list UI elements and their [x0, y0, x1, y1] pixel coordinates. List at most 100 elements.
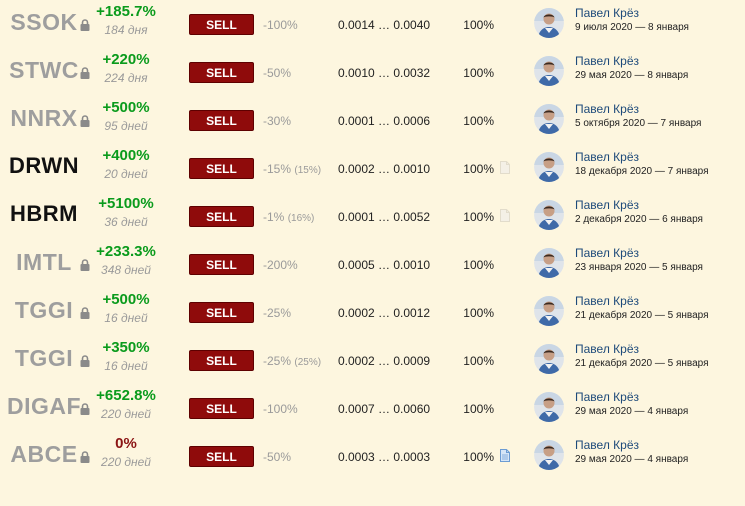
sell-button[interactable]: SELL: [189, 206, 254, 227]
document-icon[interactable]: [500, 161, 510, 174]
document-icon[interactable]: [500, 209, 510, 222]
sell-button[interactable]: SELL: [189, 14, 254, 35]
stop-loss: -1% (16%): [263, 209, 314, 227]
stop-loss: -100%: [263, 401, 298, 417]
stop-loss-value: -100%: [263, 402, 298, 416]
stop-loss-value: -15%: [263, 162, 292, 176]
lock-icon: [80, 402, 90, 415]
ticker-link[interactable]: STWC: [9, 57, 79, 83]
probability: 100%: [463, 114, 494, 128]
avatar[interactable]: [534, 392, 564, 422]
avatar[interactable]: [534, 152, 564, 182]
ticker-link[interactable]: IMTL: [16, 249, 72, 275]
ticker-link[interactable]: SSOK: [10, 9, 78, 35]
stop-loss-note: (25%): [294, 357, 322, 368]
avatar[interactable]: [534, 440, 564, 470]
probability: 100%: [463, 402, 494, 416]
avatar[interactable]: [534, 200, 564, 230]
avatar[interactable]: [534, 8, 564, 38]
author-link[interactable]: Павел Крёз: [575, 294, 639, 308]
duration-days: 224 дня: [104, 71, 148, 85]
lock-icon: [80, 114, 90, 127]
duration-days: 16 дней: [104, 311, 148, 325]
lock-icon: [80, 18, 90, 31]
ticker-link[interactable]: TGGI: [14, 297, 74, 323]
ticker-link[interactable]: DIGAF: [6, 393, 82, 419]
ticker-link[interactable]: ABCE: [10, 441, 78, 467]
stop-loss: -25% (25%): [263, 353, 321, 371]
stop-loss: -25%: [263, 305, 291, 321]
stop-loss-value: -1%: [263, 210, 285, 224]
avatar[interactable]: [534, 344, 564, 374]
probability: 100%: [463, 354, 494, 368]
price-range: 0.0007 … 0.0060: [338, 402, 431, 416]
price-range: 0.0002 … 0.0010: [338, 162, 431, 176]
change-percent: +500%: [102, 291, 150, 308]
sell-button[interactable]: SELL: [189, 158, 254, 179]
stop-loss-value: -25%: [263, 354, 292, 368]
sell-button[interactable]: SELL: [189, 350, 254, 371]
sell-button[interactable]: SELL: [189, 110, 254, 131]
avatar[interactable]: [534, 56, 564, 86]
avatar[interactable]: [534, 296, 564, 326]
author-link[interactable]: Павел Крёз: [575, 246, 639, 260]
ticker-link[interactable]: NNRX: [10, 105, 78, 131]
avatar[interactable]: [534, 104, 564, 134]
stop-loss-value: -200%: [263, 258, 298, 272]
author-link[interactable]: Павел Крёз: [575, 6, 639, 20]
author-link[interactable]: Павел Крёз: [575, 390, 639, 404]
change-percent: +400%: [102, 147, 150, 164]
date-range: 9 июля 2020 — 8 января: [575, 22, 689, 33]
ticker-link[interactable]: TGGI: [14, 345, 74, 371]
duration-days: 20 дней: [104, 167, 148, 181]
probability: 100%: [463, 162, 494, 176]
signal-row: DIGAF +652.8% 220 дней SELL -100% 0.0007 … 0.…: [0, 384, 745, 432]
price-range: 0.0010 … 0.0032: [338, 66, 431, 80]
change-percent: +233.3%: [96, 243, 156, 260]
lock-icon: [80, 354, 90, 367]
price-range: 0.0014 … 0.0040: [338, 18, 431, 32]
author-link[interactable]: Павел Крёз: [575, 54, 639, 68]
stop-loss: -50%: [263, 65, 291, 81]
author-link[interactable]: Павел Крёз: [575, 150, 639, 164]
stop-loss: -50%: [263, 449, 291, 465]
duration-days: 16 дней: [104, 359, 148, 373]
price-range: 0.0003 … 0.0003: [338, 450, 431, 464]
change-percent: +652.8%: [96, 387, 156, 404]
document-icon[interactable]: [500, 449, 510, 462]
change-percent: +350%: [102, 339, 150, 356]
change-percent: +500%: [102, 99, 150, 116]
signal-row: ABCE 0% 220 дней SELL -50% 0.0003 … 0.0003 100…: [0, 432, 745, 480]
ticker-link[interactable]: DRWN: [8, 153, 80, 178]
sell-button[interactable]: SELL: [189, 62, 254, 83]
stop-loss-value: -30%: [263, 114, 292, 128]
probability: 100%: [463, 306, 494, 320]
avatar[interactable]: [534, 248, 564, 278]
signal-row: SSOK +185.7% 184 дня SELL -100% 0.0014 … 0.00…: [0, 0, 745, 48]
sell-button[interactable]: SELL: [189, 302, 254, 323]
sell-button[interactable]: SELL: [189, 446, 254, 467]
date-range: 2 декабря 2020 — 6 января: [575, 214, 703, 225]
author-link[interactable]: Павел Крёз: [575, 438, 639, 452]
change-percent: +5100%: [98, 195, 154, 212]
author-link[interactable]: Павел Крёз: [575, 342, 639, 356]
change-percent: +185.7%: [96, 3, 156, 20]
duration-days: 95 дней: [104, 119, 148, 133]
probability: 100%: [463, 258, 494, 272]
author-link[interactable]: Павел Крёз: [575, 198, 639, 212]
probability: 100%: [463, 66, 494, 80]
stop-loss-note: (15%): [294, 165, 322, 176]
author-link[interactable]: Павел Крёз: [575, 102, 639, 116]
ticker-link[interactable]: HBRM: [10, 201, 78, 226]
price-range: 0.0002 … 0.0009: [338, 354, 431, 368]
probability: 100%: [463, 18, 494, 32]
signal-row: TGGI +350% 16 дней SELL -25% (25%) 0.0002 … 0…: [0, 336, 745, 384]
stop-loss-value: -25%: [263, 306, 292, 320]
sell-button[interactable]: SELL: [189, 398, 254, 419]
lock-icon: [80, 258, 90, 271]
sell-button[interactable]: SELL: [189, 254, 254, 275]
date-range: 23 января 2020 — 5 января: [575, 262, 703, 273]
stop-loss-value: -50%: [263, 450, 292, 464]
change-percent: +220%: [102, 51, 150, 68]
